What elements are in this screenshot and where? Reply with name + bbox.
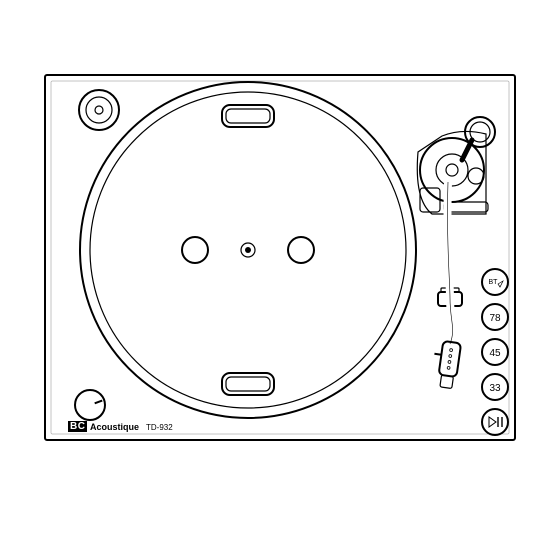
brand-logo-text: BC (68, 421, 87, 432)
speed-label-s45: 45 (489, 348, 501, 359)
turntable-svg: BT 78 45 33 (0, 0, 560, 560)
speed-label-s78: 78 (489, 313, 501, 324)
bt-label: BT (489, 279, 499, 286)
button-play[interactable] (482, 409, 508, 435)
brand-name: Acoustique (90, 422, 139, 432)
speed-label-s33: 33 (489, 383, 501, 394)
model-number: TD-932 (146, 423, 173, 432)
turntable-diagram: BT 78 45 33 BC Acoustique TD-932 (0, 0, 560, 560)
